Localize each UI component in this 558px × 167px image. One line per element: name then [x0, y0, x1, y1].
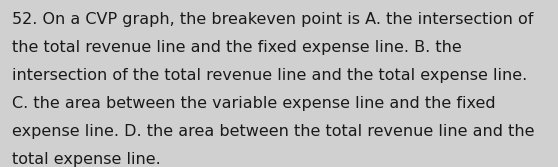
Text: intersection of the total revenue line and the total expense line.: intersection of the total revenue line a…	[12, 68, 527, 83]
Text: expense line. D. the area between the total revenue line and the: expense line. D. the area between the to…	[12, 124, 535, 139]
Text: the total revenue line and the fixed expense line. B. the: the total revenue line and the fixed exp…	[12, 40, 462, 55]
Text: total expense line.: total expense line.	[12, 152, 161, 167]
Text: C. the area between the variable expense line and the fixed: C. the area between the variable expense…	[12, 96, 496, 111]
Text: 52. On a CVP graph, the breakeven point is A. the intersection of: 52. On a CVP graph, the breakeven point …	[12, 12, 533, 27]
